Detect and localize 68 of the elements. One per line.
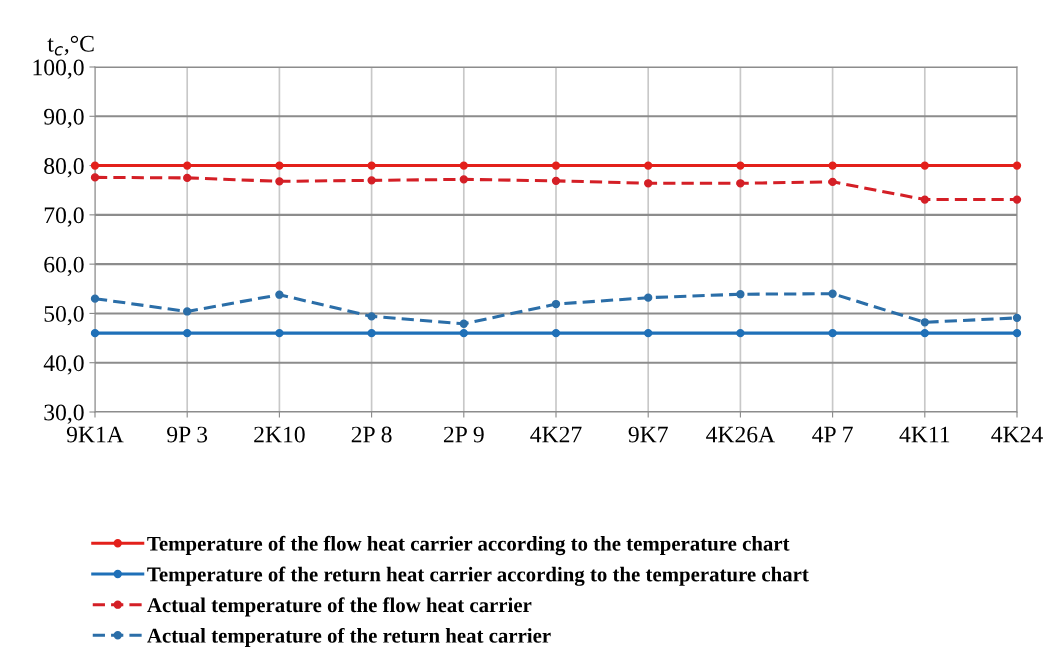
point (736, 290, 745, 299)
x-tick-label: 4K27 (530, 426, 582, 443)
point (551, 299, 561, 309)
point (275, 177, 284, 186)
x-tick-label: 9K1A (66, 426, 124, 443)
point (828, 177, 837, 187)
point (459, 328, 468, 338)
y-tick-label: 40,0 (43, 355, 84, 375)
y-tick-label: 100,0 (33, 59, 84, 79)
y-tick-label: 30,0 (44, 404, 84, 424)
legend-label: Temperature of the return heat carrier according to the temperature chart (147, 566, 809, 586)
point (90, 294, 100, 303)
legend-label: Temperature of the flow heat carrier according to the temperature chart (147, 535, 790, 556)
point (644, 179, 653, 188)
point (828, 161, 837, 170)
y-tick-label: 90,0 (44, 108, 84, 129)
point (90, 161, 100, 170)
x-tick-label: 2P 8 (351, 426, 392, 443)
point (828, 328, 837, 338)
legend-label: Actual temperature of the flow heat carrier (147, 597, 532, 617)
point (551, 176, 561, 186)
point (736, 179, 745, 188)
point (275, 328, 284, 338)
point (367, 176, 376, 185)
point (551, 328, 561, 338)
point (551, 161, 561, 170)
point (367, 328, 376, 338)
point (183, 307, 192, 316)
x-tick-label: 2K10 (254, 426, 305, 443)
point (828, 289, 837, 298)
point (459, 175, 468, 184)
x-tick-label: 4P 7 (812, 426, 853, 443)
point (1012, 328, 1022, 338)
y-axis-title: t$_{c}$,°C (47, 35, 94, 56)
point (367, 161, 376, 170)
y-tick-label: 70,0 (44, 207, 84, 227)
point (1012, 195, 1022, 204)
point (736, 161, 745, 170)
legend-label: Actual temperature of the return heat carrier (147, 627, 551, 647)
x-tick-label: 9P 3 (167, 426, 208, 443)
x-tick-label: 9K7 (628, 426, 668, 443)
point (275, 161, 284, 170)
point (183, 328, 192, 338)
point (459, 161, 468, 170)
y-tick-label: 80,0 (44, 158, 84, 178)
point (459, 319, 468, 328)
y-tick-label: 50,0 (44, 305, 84, 326)
point (736, 328, 745, 338)
point (920, 328, 929, 338)
point (920, 318, 929, 327)
point (644, 161, 653, 170)
point (90, 173, 100, 182)
point (920, 195, 929, 204)
x-tick-label: 2P 9 (443, 426, 484, 443)
point (183, 173, 192, 183)
x-tick-label: 4K24 (991, 426, 1043, 443)
point (1012, 161, 1022, 170)
point (644, 293, 653, 302)
point (90, 328, 100, 338)
point (367, 312, 376, 321)
point (1012, 313, 1022, 323)
point (920, 161, 929, 170)
y-tick-label: 60,0 (44, 256, 84, 276)
point (644, 328, 653, 338)
point (183, 161, 192, 170)
x-tick-label: 4K26A (706, 426, 775, 443)
point (275, 290, 284, 299)
x-tick-label: 4K11 (899, 426, 950, 443)
